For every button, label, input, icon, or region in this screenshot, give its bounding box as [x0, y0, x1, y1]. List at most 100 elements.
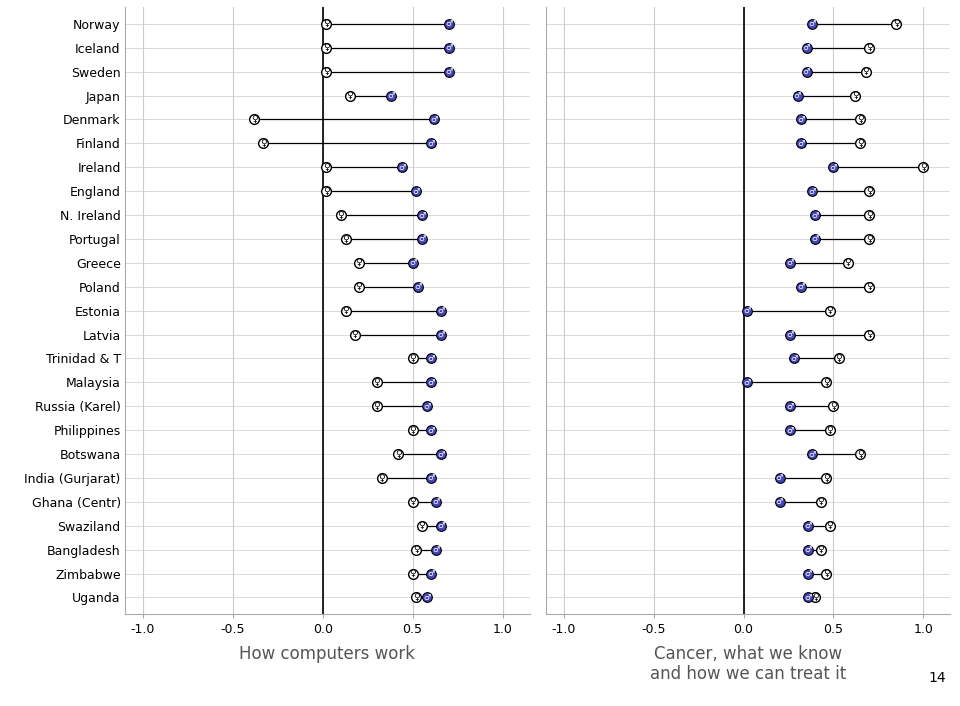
Text: ♀: ♀ [378, 474, 385, 482]
Text: ♂: ♂ [804, 593, 812, 602]
Text: ♀: ♀ [337, 210, 344, 220]
Text: ♀: ♀ [857, 139, 864, 148]
Text: ♀: ♀ [920, 162, 926, 172]
Text: ♂: ♂ [804, 545, 812, 554]
Text: ♀: ♀ [830, 402, 837, 411]
Text: ♀: ♀ [323, 43, 329, 52]
Text: ♂: ♂ [398, 162, 405, 172]
Text: ♂: ♂ [427, 378, 434, 387]
Text: ♂: ♂ [418, 234, 425, 244]
Text: ♀: ♀ [343, 234, 349, 244]
Text: ♂: ♂ [427, 426, 434, 435]
Text: ♂: ♂ [409, 258, 417, 268]
Text: ♀: ♀ [866, 210, 873, 220]
Text: ♂: ♂ [430, 115, 438, 124]
Text: ♀: ♀ [409, 569, 416, 578]
Text: ♀: ♀ [409, 354, 416, 363]
Text: ♀: ♀ [866, 186, 873, 196]
Text: ♀: ♀ [818, 545, 825, 554]
Text: ♀: ♀ [347, 91, 353, 100]
Text: ♂: ♂ [743, 306, 751, 315]
Text: ♀: ♀ [823, 474, 829, 482]
Text: ♂: ♂ [413, 186, 420, 196]
Text: ♂: ♂ [438, 521, 445, 530]
Text: ♀: ♀ [323, 162, 329, 172]
Text: ♀: ♀ [419, 521, 425, 530]
Text: ♂: ♂ [808, 19, 816, 28]
Text: ♀: ♀ [355, 258, 362, 268]
Text: ♀: ♀ [866, 43, 873, 52]
Text: ♂: ♂ [776, 497, 783, 506]
X-axis label: How computers work: How computers work [239, 645, 415, 663]
Text: ♂: ♂ [427, 354, 434, 363]
Text: ♀: ♀ [866, 282, 873, 292]
Text: 14: 14 [928, 671, 946, 685]
Text: ♀: ♀ [827, 306, 833, 315]
Text: ♂: ♂ [786, 330, 794, 339]
Text: ♂: ♂ [804, 569, 812, 578]
Text: ♀: ♀ [323, 67, 329, 76]
Text: ♀: ♀ [827, 521, 833, 530]
Text: ♀: ♀ [373, 378, 380, 387]
Text: ♂: ♂ [438, 306, 445, 315]
Text: ♀: ♀ [866, 234, 873, 244]
Text: ♀: ♀ [866, 330, 873, 339]
Text: ♀: ♀ [351, 330, 358, 339]
Text: ♀: ♀ [827, 426, 833, 435]
Text: ♂: ♂ [444, 19, 452, 28]
Text: ♂: ♂ [427, 474, 434, 482]
Text: ♀: ♀ [818, 497, 825, 506]
Text: ♀: ♀ [355, 282, 362, 292]
Text: ♀: ♀ [893, 19, 900, 28]
Text: ♂: ♂ [423, 402, 431, 411]
Text: ♀: ♀ [857, 115, 864, 124]
Text: ♂: ♂ [438, 330, 445, 339]
Text: ♂: ♂ [786, 258, 794, 268]
Text: ♀: ♀ [413, 593, 420, 602]
Text: ♀: ♀ [395, 450, 401, 459]
Text: ♂: ♂ [786, 402, 794, 411]
Text: ♂: ♂ [427, 139, 434, 148]
X-axis label: Cancer, what we know
and how we can treat it: Cancer, what we know and how we can trea… [650, 645, 846, 683]
Text: ♂: ♂ [743, 378, 751, 387]
Text: ♂: ♂ [829, 162, 837, 172]
Text: ♀: ♀ [862, 67, 869, 76]
Text: ♂: ♂ [812, 210, 819, 220]
Text: ♀: ♀ [343, 306, 349, 315]
Text: ♂: ♂ [427, 569, 434, 578]
Text: ♂: ♂ [418, 210, 425, 220]
Text: ♂: ♂ [432, 497, 440, 506]
Text: ♀: ♀ [373, 402, 380, 411]
Text: ♂: ♂ [798, 282, 804, 292]
Text: ♂: ♂ [432, 545, 440, 554]
Text: ♀: ♀ [409, 426, 416, 435]
Text: ♂: ♂ [798, 115, 804, 124]
Text: ♀: ♀ [835, 354, 842, 363]
Text: ♂: ♂ [798, 139, 804, 148]
Text: ♀: ♀ [409, 497, 416, 506]
Text: ♀: ♀ [251, 115, 257, 124]
Text: ♀: ♀ [857, 450, 864, 459]
Text: ♂: ♂ [423, 593, 431, 602]
Text: ♂: ♂ [803, 67, 810, 76]
Text: ♂: ♂ [812, 234, 819, 244]
Text: ♂: ♂ [444, 43, 452, 52]
Text: ♂: ♂ [808, 186, 816, 196]
Text: ♀: ♀ [823, 378, 829, 387]
Text: ♂: ♂ [790, 354, 798, 363]
Text: ♂: ♂ [794, 91, 802, 100]
Text: ♂: ♂ [776, 474, 783, 482]
Text: ♂: ♂ [438, 450, 445, 459]
Text: ♀: ♀ [852, 91, 858, 100]
Text: ♀: ♀ [823, 569, 829, 578]
Text: ♂: ♂ [415, 282, 421, 292]
Text: ♂: ♂ [803, 43, 810, 52]
Text: ♂: ♂ [808, 450, 816, 459]
Text: ♀: ♀ [812, 593, 819, 602]
Text: ♀: ♀ [323, 186, 329, 196]
Text: ♂: ♂ [387, 91, 395, 100]
Text: ♂: ♂ [804, 521, 812, 530]
Text: ♀: ♀ [845, 258, 852, 268]
Text: ♂: ♂ [444, 67, 452, 76]
Text: ♀: ♀ [260, 139, 267, 148]
